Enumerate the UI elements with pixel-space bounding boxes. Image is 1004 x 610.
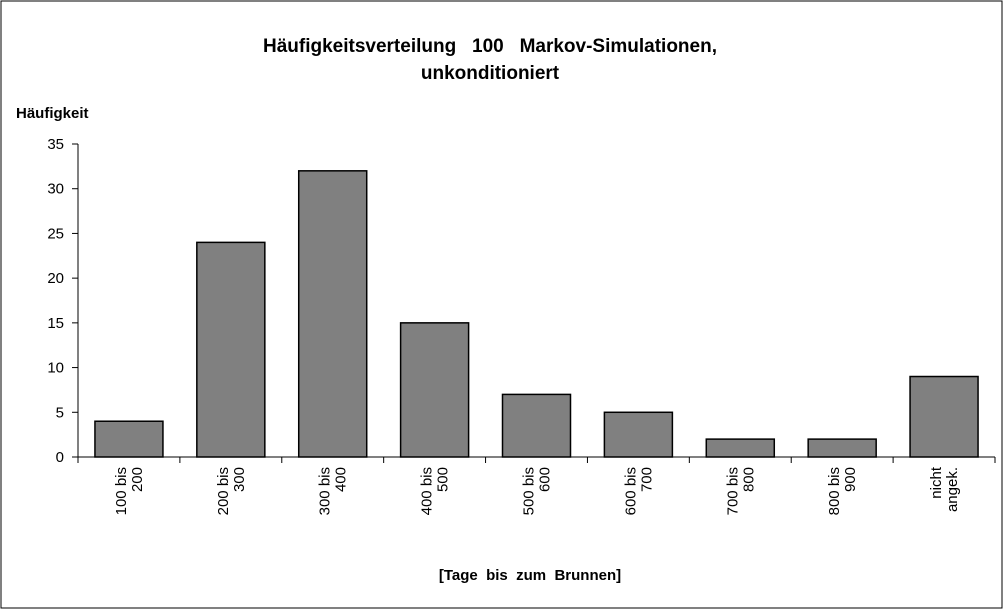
x-tick-label-line: 400 bis [419,467,436,515]
x-axis-label: [Tage bis zum Brunnen] [439,567,621,584]
y-tick-label: 30 [47,181,64,198]
x-tick-label-line: 300 bis [317,467,334,515]
x-tick-label: 600 bis700 [622,467,655,515]
y-tick-label: 25 [47,225,64,242]
y-tick-label: 0 [56,449,64,466]
bar [909,375,979,458]
x-tick-label: 500 bis600 [521,467,554,515]
y-tick-label: 35 [47,136,64,153]
x-tick-label-group: 100 bis200 [113,467,146,515]
x-tick-label: 200 bis300 [215,467,248,515]
x-tick-label-line: 800 [740,467,757,492]
bar [297,170,368,458]
x-tick-label: 300 bis400 [317,467,350,515]
x-tick-label-line: 700 bis [724,467,741,515]
bar [603,411,674,458]
bar [196,241,266,458]
x-tick-label-group: nichtangek. [928,466,961,512]
x-tick-label-group: 600 bis700 [622,467,655,515]
x-tick-label-line: 700 [638,467,655,492]
x-tick-label: 700 bis800 [724,467,757,515]
bar [705,438,776,458]
chart-title: unkonditioniert [421,63,560,84]
x-tick-label-line: 600 [537,467,554,492]
chart-title: Häufigkeitsverteilung 100 Markov-Simulat… [263,36,717,57]
y-tick-label: 10 [47,360,64,377]
y-tick-label: 20 [47,270,64,287]
x-tick-label-line: 300 [231,467,248,492]
x-tick-label: 800 bis900 [826,467,859,515]
x-tick-label-line: 900 [842,467,859,492]
x-tick-label-line: 200 [129,467,146,492]
x-tick-label-group: 800 bis900 [826,467,859,515]
x-tick-label-group: 200 bis300 [215,467,248,515]
x-tick-label-line: 600 bis [622,467,639,515]
bar [94,420,164,458]
x-tick-label-line: 100 bis [113,467,130,515]
x-tick-label-line: 200 bis [215,467,232,515]
bar [807,438,877,458]
x-tick-label-line: angek. [944,467,961,512]
y-tick-label: 15 [47,315,64,332]
x-tick-label: nichtangek. [928,466,961,512]
y-tick-label: 5 [56,404,64,421]
bar [501,393,572,458]
x-tick-label-line: 400 [333,467,350,492]
x-tick-label: 400 bis500 [419,467,452,515]
x-tick-label-line: 500 bis [521,467,538,515]
y-axis-label: Häufigkeit [16,105,89,122]
x-tick-label-group: 700 bis800 [724,467,757,515]
bar [399,322,470,458]
x-tick-label-group: 500 bis600 [521,467,554,515]
x-tick-label: 100 bis200 [113,467,146,515]
x-tick-label-line: 500 [435,467,452,492]
x-tick-label-group: 300 bis400 [317,467,350,515]
x-tick-label-group: 400 bis500 [419,467,452,515]
x-tick-label-line: nicht [928,466,945,499]
x-tick-label-line: 800 bis [826,467,843,515]
